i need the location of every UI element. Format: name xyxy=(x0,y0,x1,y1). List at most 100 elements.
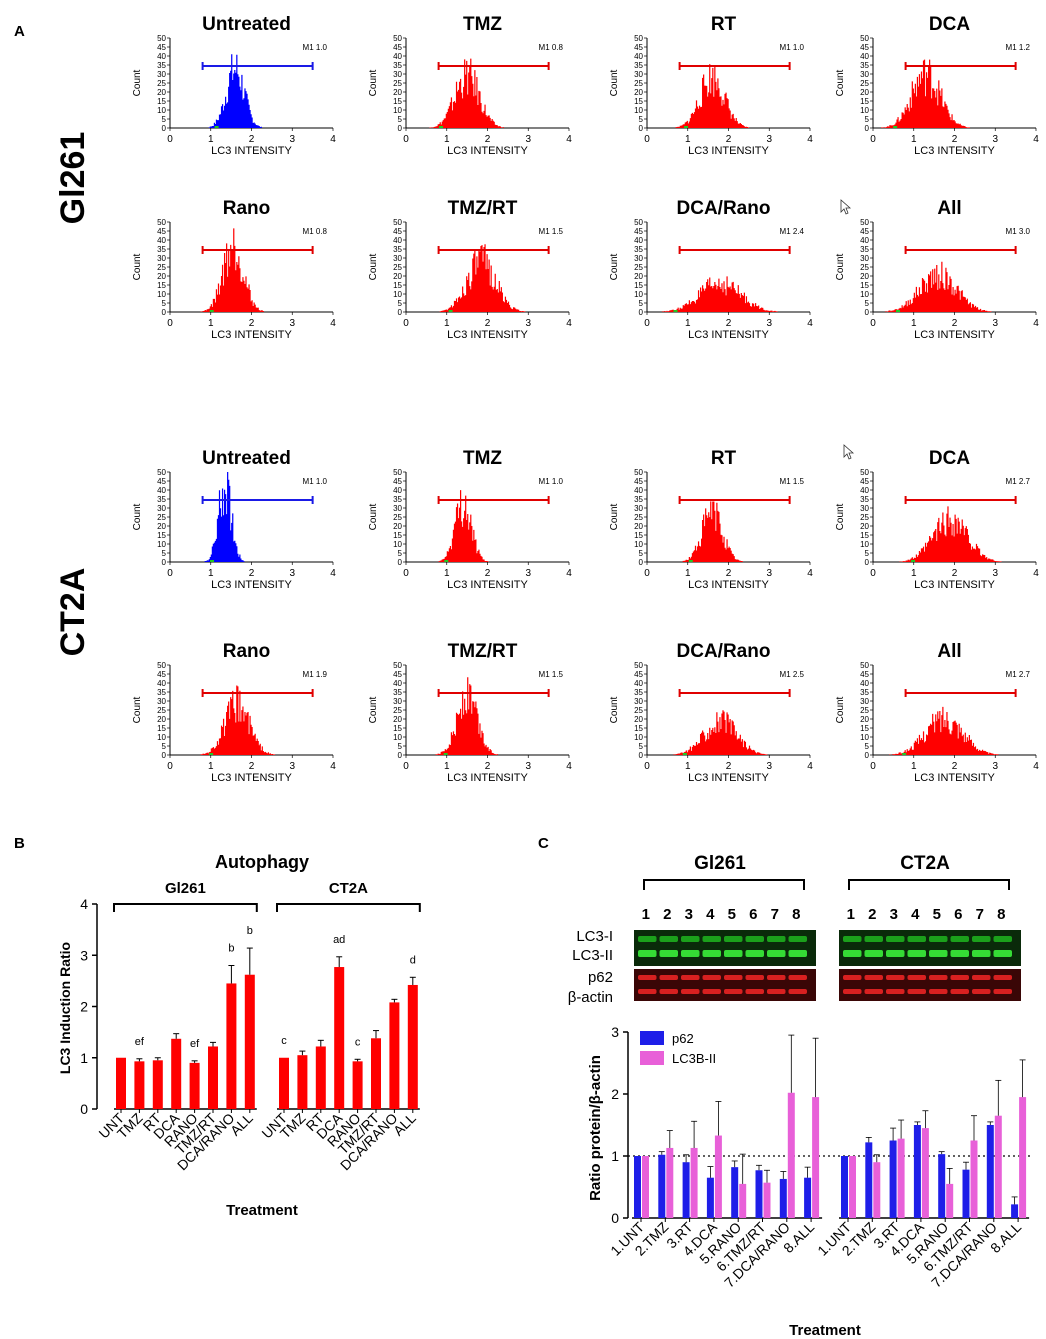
gate-tail-mark xyxy=(896,310,901,312)
y-axis-label: Count xyxy=(368,69,379,96)
y-tick-label: 30 xyxy=(393,697,402,706)
y-tick-label: 0 xyxy=(162,751,167,760)
histogram-title: RT xyxy=(711,448,737,469)
x-tick-label: 4 xyxy=(1033,134,1039,145)
p62-band xyxy=(993,975,1012,980)
b-y-tick-label: 3 xyxy=(80,947,88,963)
actin-band xyxy=(972,989,991,994)
y-tick-label: 45 xyxy=(157,227,166,236)
x-tick-label: 0 xyxy=(403,761,409,772)
gate-tail-mark xyxy=(682,753,687,755)
p62-band xyxy=(767,975,786,980)
y-axis-label: Count xyxy=(132,696,143,723)
p62-actin-blot xyxy=(634,969,816,1001)
lc3-i-band xyxy=(767,936,786,942)
b-bar xyxy=(352,1061,363,1109)
x-tick-label: 1 xyxy=(444,318,450,329)
p62-band xyxy=(864,975,883,980)
x-tick-label: 1 xyxy=(208,568,214,579)
gate-m1-label: M1 3.0 xyxy=(1006,227,1031,236)
blot-bracket xyxy=(848,879,1010,890)
y-tick-label: 45 xyxy=(860,227,869,236)
y-tick-label: 35 xyxy=(157,688,166,697)
y-tick-label: 5 xyxy=(639,299,644,308)
b-bar xyxy=(297,1055,308,1109)
x-tick-label: 4 xyxy=(1033,761,1039,772)
y-tick-label: 40 xyxy=(393,679,402,688)
actin-band xyxy=(929,989,948,994)
c-bar-lc3b xyxy=(897,1138,905,1218)
lc3-i-band xyxy=(993,936,1012,942)
y-tick-label: 30 xyxy=(634,697,643,706)
y-tick-label: 40 xyxy=(634,679,643,688)
y-tick-label: 15 xyxy=(393,531,402,540)
c-bar-p62 xyxy=(804,1177,812,1218)
histogram-bars xyxy=(885,261,992,312)
c-bar-lc3b xyxy=(849,1156,856,1218)
y-tick-label: 35 xyxy=(860,495,869,504)
b-bar xyxy=(315,1046,326,1109)
y-tick-label: 30 xyxy=(634,504,643,513)
y-tick-label: 25 xyxy=(393,706,402,715)
p62-actin-blot xyxy=(839,969,1021,1001)
y-tick-label: 50 xyxy=(634,468,643,477)
p62-band xyxy=(972,975,991,980)
c-bar-p62 xyxy=(938,1154,946,1218)
x-axis-label: LC3 INTENSITY xyxy=(211,579,292,591)
y-tick-label: 40 xyxy=(860,486,869,495)
y-tick-label: 30 xyxy=(860,504,869,513)
x-tick-label: 0 xyxy=(870,318,876,329)
y-tick-label: 45 xyxy=(634,477,643,486)
y-tick-label: 10 xyxy=(393,290,402,299)
gate-m1-label: M1 1.2 xyxy=(1006,43,1031,52)
y-tick-label: 25 xyxy=(634,263,643,272)
histogram-title: TMZ/RT xyxy=(448,641,518,662)
y-tick-label: 10 xyxy=(157,540,166,549)
x-tick-label: 1 xyxy=(911,568,917,579)
x-tick-label: 0 xyxy=(403,318,409,329)
x-tick-label: 4 xyxy=(330,318,336,329)
b-y-tick-label: 2 xyxy=(80,999,88,1015)
y-tick-label: 20 xyxy=(634,522,643,531)
c-bar-lc3b xyxy=(739,1183,747,1218)
x-tick-label: 1 xyxy=(685,134,691,145)
histogram-bars xyxy=(435,677,498,755)
y-tick-label: 20 xyxy=(860,272,869,281)
b-significance-label: b xyxy=(247,925,253,937)
lc3-ii-band xyxy=(659,950,678,957)
y-tick-label: 0 xyxy=(865,751,870,760)
legend-swatch-lc3b xyxy=(640,1051,664,1065)
lc3-i-band xyxy=(929,936,948,942)
lc3-ii-band xyxy=(993,950,1012,957)
blot-lane-number: 4 xyxy=(706,906,715,923)
x-tick-label: 0 xyxy=(644,761,650,772)
x-tick-label: 3 xyxy=(289,134,295,145)
histogram-title: TMZ xyxy=(463,14,502,35)
y-tick-label: 40 xyxy=(860,679,869,688)
y-tick-label: 15 xyxy=(634,97,643,106)
histogram-title: TMZ/RT xyxy=(448,198,518,219)
gate-m1-label: M1 2.4 xyxy=(780,227,805,236)
y-tick-label: 45 xyxy=(860,43,869,52)
y-tick-label: 15 xyxy=(860,97,869,106)
x-tick-label: 4 xyxy=(566,761,572,772)
panel-label-a: A xyxy=(14,23,25,40)
c-xlabel: Treatment xyxy=(789,1322,861,1339)
b-y-tick-label: 4 xyxy=(80,896,88,912)
y-tick-label: 0 xyxy=(398,308,403,317)
autophagy-title: Autophagy xyxy=(215,852,309,872)
c-bar-lc3b xyxy=(946,1183,954,1218)
blot-lane-number: 2 xyxy=(868,906,876,923)
c-bar-p62 xyxy=(658,1154,666,1218)
y-tick-label: 40 xyxy=(393,236,402,245)
lc3-induction-chart: Autophagy Treatment LC3 Induction Ratio … xyxy=(57,852,421,1219)
histogram-bars xyxy=(439,244,526,312)
c-bar-p62 xyxy=(634,1156,641,1218)
b-bar xyxy=(334,967,345,1109)
x-tick-label: 0 xyxy=(167,568,173,579)
y-tick-label: 35 xyxy=(157,245,166,254)
